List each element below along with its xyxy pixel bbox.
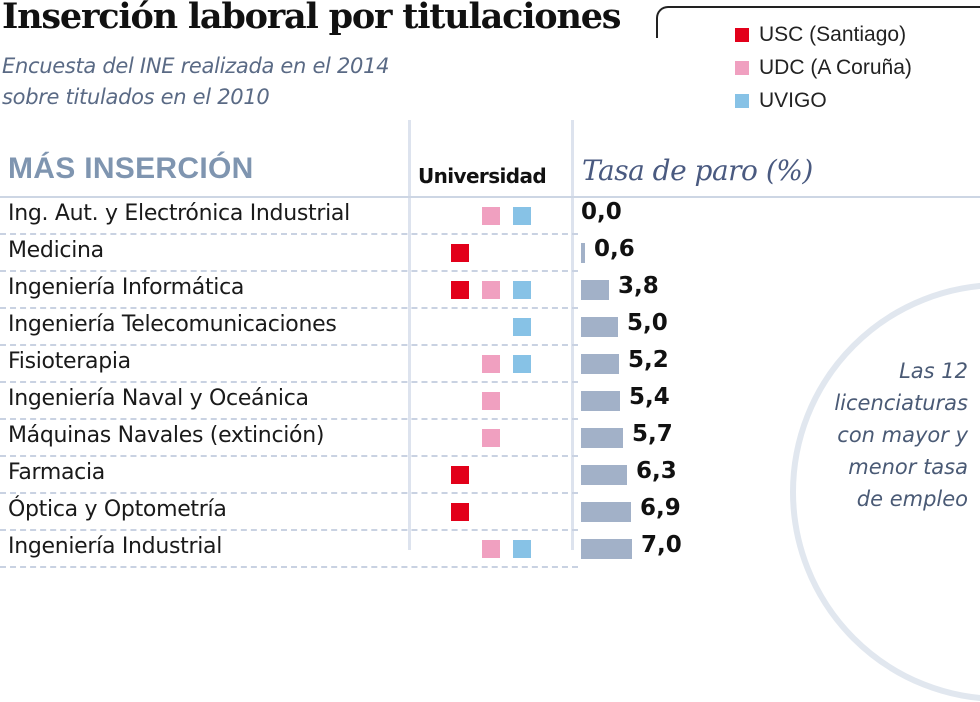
table-row: Máquinas Navales (extinción) 5,7 <box>0 419 673 457</box>
bar <box>581 280 609 300</box>
row-label: Ing. Aut. y Electrónica Industrial <box>8 201 350 226</box>
legend-label-usc: USC (Santiago) <box>759 23 907 46</box>
bar <box>581 465 627 485</box>
university-marker-uvigo <box>513 318 531 336</box>
table-row: Óptica y Optometría 6,9 <box>0 493 681 531</box>
table-row: Ingeniería Informática 3,8 <box>0 271 659 309</box>
bar <box>581 317 618 337</box>
value-label: 5,4 <box>629 384 670 410</box>
value-label: 0,0 <box>581 199 622 225</box>
legend-swatch-uvigo <box>735 94 749 108</box>
row-divider <box>0 492 578 494</box>
column-divider-university <box>408 120 411 550</box>
legend-item-udc: UDC (A Coruña) <box>735 56 912 80</box>
university-marker-usc <box>451 466 469 484</box>
subtitle-line-2: sobre titulados en el 2010 <box>2 85 270 109</box>
university-marker-usc <box>451 281 469 299</box>
legend-swatch-usc <box>735 28 749 42</box>
column-divider-rate <box>571 120 574 550</box>
legend-label-udc: UDC (A Coruña) <box>759 56 912 79</box>
legend-frame <box>656 6 980 38</box>
university-marker-udc <box>482 355 500 373</box>
row-label: Ingeniería Telecomunicaciones <box>8 312 337 337</box>
row-label: Ingeniería Naval y Oceánica <box>8 386 309 411</box>
row-label: Ingeniería Informática <box>8 275 245 300</box>
row-divider <box>0 418 578 420</box>
row-divider <box>0 233 578 235</box>
value-label: 7,0 <box>641 532 682 558</box>
side-note-line: con mayor y <box>837 423 968 447</box>
value-label: 5,0 <box>627 310 668 336</box>
bar <box>581 428 623 448</box>
university-marker-uvigo <box>513 355 531 373</box>
side-note: Las 12 licenciaturas con mayor y menor t… <box>834 355 968 515</box>
row-label: Óptica y Optometría <box>8 497 227 522</box>
value-label: 6,3 <box>636 458 677 484</box>
university-marker-uvigo <box>513 281 531 299</box>
row-divider <box>0 566 578 568</box>
bar <box>581 354 619 374</box>
table-row: Fisioterapia 5,2 <box>0 345 669 383</box>
university-marker-udc <box>482 281 500 299</box>
row-label: Fisioterapia <box>8 349 131 374</box>
table-row: Ingeniería Industrial 7,0 <box>0 530 682 568</box>
legend-swatch-udc <box>735 61 749 75</box>
value-label: 5,7 <box>632 421 673 447</box>
side-note-line: menor tasa <box>848 455 968 479</box>
table-row: Ingeniería Naval y Oceánica 5,4 <box>0 382 670 420</box>
rate-column-header: Tasa de paro (%) <box>582 154 813 187</box>
legend-item-usc: USC (Santiago) <box>735 23 906 47</box>
university-marker-udc <box>482 392 500 410</box>
chart-title: Inserción laboral por titulaciones <box>2 0 621 37</box>
university-column-header: Universidad <box>418 164 547 188</box>
university-marker-udc <box>482 207 500 225</box>
table-row: Ingeniería Telecomunicaciones 5,0 <box>0 308 668 346</box>
university-marker-usc <box>451 503 469 521</box>
row-divider <box>0 529 578 531</box>
row-divider <box>0 307 578 309</box>
row-label: Máquinas Navales (extinción) <box>8 423 325 448</box>
table-row: Ing. Aut. y Electrónica Industrial 0,0 <box>0 197 622 235</box>
university-marker-udc <box>482 429 500 447</box>
row-divider <box>0 270 578 272</box>
value-label: 5,2 <box>628 347 669 373</box>
university-marker-udc <box>482 540 500 558</box>
table-row: Farmacia 6,3 <box>0 456 677 494</box>
row-divider <box>0 381 578 383</box>
bar <box>581 391 620 411</box>
header-divider <box>0 196 980 198</box>
side-note-line: Las 12 <box>899 359 968 383</box>
row-divider <box>0 344 578 346</box>
side-note-line: licenciaturas <box>834 391 968 415</box>
table-row: Medicina 0,6 <box>0 234 635 272</box>
subtitle-line-1: Encuesta del INE realizada en el 2014 <box>2 54 390 78</box>
university-marker-uvigo <box>513 207 531 225</box>
row-label: Ingeniería Industrial <box>8 534 223 559</box>
university-marker-uvigo <box>513 540 531 558</box>
side-note-line: de empleo <box>856 487 968 511</box>
legend-item-uvigo: UVIGO <box>735 89 827 113</box>
legend-label-uvigo: UVIGO <box>759 89 827 112</box>
section-title: MÁS INSERCIÓN <box>8 152 254 185</box>
row-label: Medicina <box>8 238 104 263</box>
value-label: 0,6 <box>594 236 635 262</box>
university-marker-usc <box>451 244 469 262</box>
row-divider <box>0 455 578 457</box>
bar <box>581 539 632 559</box>
value-label: 3,8 <box>618 273 659 299</box>
bar <box>581 243 585 263</box>
row-label: Farmacia <box>8 460 105 485</box>
value-label: 6,9 <box>640 495 681 521</box>
bar <box>581 502 631 522</box>
